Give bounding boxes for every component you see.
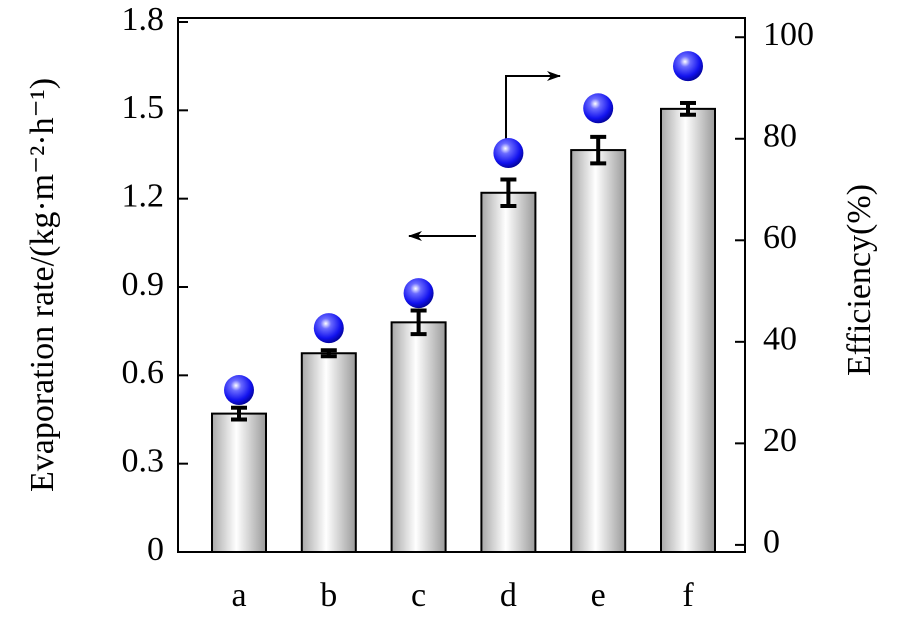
x-tick-label: c [411,577,426,614]
error-bar [500,177,517,209]
efficiency-point [583,93,614,124]
x-tick-label: d [500,577,517,614]
bar [211,412,267,553]
y2-tick-label: 40 [763,321,797,358]
y2-tick-label: 20 [763,422,797,459]
y-tick-label: 0.6 [122,354,165,391]
y-tick-label: 1.5 [122,89,165,126]
plot-frame [177,17,746,553]
error-bar [680,100,696,117]
efficiency-point [493,137,524,168]
x-tick-label: b [320,577,337,614]
y2-tick-label: 0 [763,524,780,561]
x-tick-label: e [591,577,606,614]
x-tick-label: a [231,577,246,614]
y2-tick-label: 60 [763,219,797,256]
bar [480,191,537,553]
bar [660,107,716,553]
y2-tick-label: 100 [763,16,814,53]
y2-axis-label: Efficiency(%) [841,184,878,376]
efficiency-point [313,313,344,344]
error-bar [231,405,247,422]
efficiency-point [673,51,703,82]
y2-tick-label: 80 [763,118,797,155]
error-bar [410,308,427,337]
bar [390,321,447,554]
bar [570,149,627,553]
y-tick-label: 1.2 [122,177,165,214]
x-tick-label: f [682,577,694,614]
y-axis-label: Evaporation rate/(kg·m⁻²·h⁻¹) [24,78,61,492]
y-tick-label: 0.3 [122,442,165,479]
y-tick-label: 0.9 [122,266,165,303]
bar [300,352,357,553]
error-bar [320,348,337,359]
y-tick-label: 0 [147,531,164,568]
efficiency-point [403,278,434,309]
efficiency-point [224,375,254,406]
y-tick-label: 1.8 [122,1,165,38]
arrow-right-axis [505,71,561,155]
error-bar [590,134,607,166]
